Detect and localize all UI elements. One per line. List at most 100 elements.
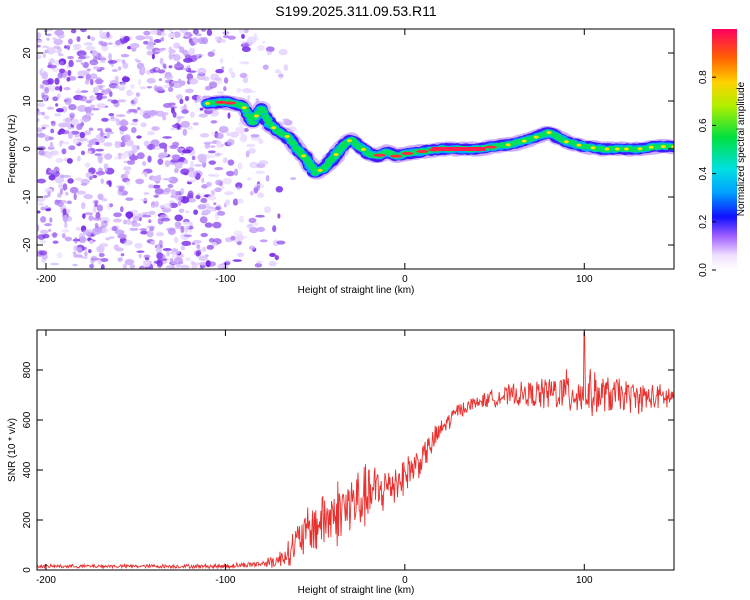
noise-blob (157, 69, 166, 74)
noise-blob (39, 239, 46, 244)
noise-blob (77, 56, 86, 60)
noise-blob (214, 35, 219, 41)
noise-blob (162, 177, 173, 181)
noise-blob (238, 29, 246, 35)
snr-series-line (37, 332, 674, 570)
noise-blob (147, 109, 158, 116)
noise-blob (258, 138, 264, 145)
noise-blob (48, 228, 52, 232)
ridge-core (546, 131, 552, 135)
ridge-core (505, 143, 511, 147)
noise-blob (168, 86, 174, 93)
noise-blob (237, 162, 243, 170)
noise-blob (57, 72, 63, 79)
noise-blob (140, 230, 148, 235)
noise-blob (195, 251, 200, 257)
noise-blob (88, 239, 95, 244)
noise-blob (87, 228, 93, 232)
noise-blob (147, 40, 155, 49)
noise-blob (122, 263, 128, 269)
noise-blob (210, 145, 216, 149)
noise-blob (120, 253, 125, 257)
noise-blob (126, 218, 132, 226)
noise-blob (37, 132, 46, 138)
noise-blob (37, 127, 43, 132)
colorbar-ticks: 0.0 0.2 0.4 0.6 0.8 (698, 70, 716, 277)
ridge-core (214, 100, 227, 104)
noise-blob (218, 125, 229, 134)
noise-blob (83, 42, 94, 46)
noise-blob (184, 31, 192, 35)
noise-blob (96, 77, 102, 82)
noise-blob (149, 68, 156, 74)
noise-blob (54, 77, 60, 85)
noise-blob (97, 193, 104, 200)
noise-blob (194, 164, 203, 167)
y-tick-label: 0 (22, 146, 33, 152)
noise-blob (125, 139, 134, 147)
noise-blob (129, 227, 137, 231)
noise-blob (76, 88, 81, 94)
noise-blob (61, 229, 70, 233)
noise-blob (214, 152, 221, 157)
noise-blob (106, 31, 110, 38)
ridge-core (416, 149, 429, 153)
noise-blob (210, 73, 220, 81)
noise-blob (100, 178, 105, 185)
noise-blob (109, 236, 115, 239)
noise-blob (57, 53, 64, 57)
noise-blob (67, 131, 73, 140)
noise-blob (76, 155, 81, 162)
noise-blob (198, 255, 208, 261)
noise-blob (44, 223, 52, 227)
noise-blob (188, 78, 199, 85)
noise-blob (233, 230, 243, 237)
noise-blob (56, 93, 61, 99)
noise-blob (170, 158, 180, 163)
noise-blob (73, 245, 78, 252)
noise-blob (215, 206, 221, 211)
noise-blob (117, 257, 123, 262)
noise-blob (157, 158, 164, 165)
noise-blob (172, 53, 181, 62)
noise-blob (59, 61, 64, 66)
noise-blob (80, 118, 90, 123)
noise-blob (98, 40, 104, 46)
noise-blob (200, 193, 205, 198)
noise-blob (46, 106, 54, 110)
noise-blob (212, 221, 222, 229)
noise-blob (100, 257, 109, 262)
noise-blob (250, 133, 260, 138)
noise-blob (45, 33, 52, 37)
noise-blob (92, 216, 102, 221)
noise-blob (69, 186, 79, 194)
noise-blob (201, 246, 207, 252)
noise-blob (227, 35, 236, 40)
noise-blob (162, 136, 173, 139)
noise-blob (156, 88, 165, 91)
noise-blob (98, 135, 105, 144)
noise-blob (167, 184, 174, 189)
noise-blob (42, 96, 47, 102)
noise-blob (100, 263, 105, 269)
noise-blob (200, 232, 208, 238)
spectrogram-field (37, 29, 674, 269)
noise-blob (132, 216, 141, 222)
noise-blob (61, 200, 67, 203)
noise-blob (180, 120, 191, 128)
noise-blob (189, 50, 194, 56)
noise-blob (136, 250, 145, 254)
noise-blob (140, 122, 147, 128)
noise-blob (247, 36, 257, 44)
noise-blob (61, 122, 70, 127)
noise-blob (126, 89, 133, 97)
spectrogram-x-label: Height of straight line (km) (298, 285, 415, 296)
noise-blob (89, 264, 95, 269)
noise-blob (173, 42, 181, 49)
noise-blob (241, 41, 245, 45)
noise-blob (72, 47, 82, 51)
noise-blob (130, 122, 139, 126)
noise-blob (255, 214, 265, 218)
noise-blob (68, 59, 74, 68)
noise-blob (72, 254, 83, 258)
